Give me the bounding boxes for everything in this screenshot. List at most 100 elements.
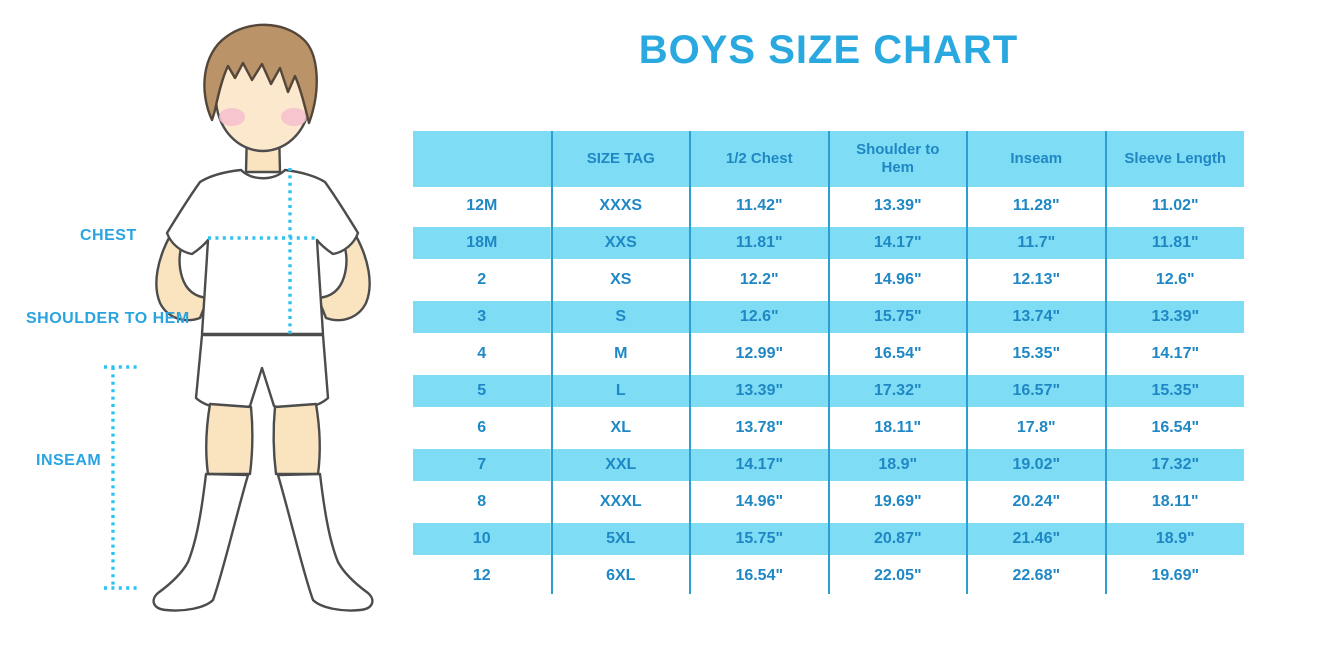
table-cell: 15.75" xyxy=(827,298,967,335)
table-cell: XXS xyxy=(550,224,690,261)
table-row: 12 6XL 16.54" 22.05" 22.68" 19.69" xyxy=(413,557,1244,594)
table-cell: 13.74" xyxy=(966,298,1106,335)
table-cell: 16.54" xyxy=(689,557,829,594)
table-cell: 12.2" xyxy=(689,261,829,298)
table-cell: 11.81" xyxy=(1104,224,1244,261)
table-cell: 16.57" xyxy=(966,372,1106,409)
table-cell: 15.35" xyxy=(966,335,1106,372)
table-cell: 12 xyxy=(472,566,491,584)
chest-label: CHEST xyxy=(80,227,137,244)
table-row: 7 XXL 14.17" 18.9" 19.02" 17.32" xyxy=(413,446,1244,483)
table-cell: 15.35" xyxy=(1104,372,1244,409)
table-cell: 8 xyxy=(477,492,487,510)
column-header: Shoulder to Hem xyxy=(827,131,967,187)
table-cell: 11.02" xyxy=(1104,187,1244,224)
size-table: SIZE TAG 1/2 Chest Shoulder to Hem Inseam Sl… xyxy=(413,131,1244,594)
table-row: 2 XS 12.2" 14.96" 12.13" 12.6" xyxy=(413,261,1244,298)
table-cell: 19.69" xyxy=(827,483,967,520)
table-row: 3 S 12.6" 15.75" 13.74" 13.39" xyxy=(413,298,1244,335)
table-cell: XXL xyxy=(550,446,690,483)
column-header: 1/2 Chest xyxy=(689,131,829,187)
boy-shorts xyxy=(194,333,330,411)
table-cell: 2 xyxy=(477,270,487,288)
table-cell: 13.39" xyxy=(1104,298,1244,335)
table-row: 18M XXS 11.81" 14.17" 11.7" 11.81" xyxy=(413,224,1244,261)
boy-sock-left xyxy=(152,472,250,612)
table-cell: 11.28" xyxy=(966,187,1106,224)
table-cell: 15.75" xyxy=(689,520,829,557)
table-cell: 20.24" xyxy=(966,483,1106,520)
table-cell: 14.17" xyxy=(827,224,967,261)
table-cell: XXXL xyxy=(550,483,690,520)
table-cell: 13.39" xyxy=(689,372,829,409)
table-row: 10 5XL 15.75" 20.87" 21.46" 18.9" xyxy=(413,520,1244,557)
table-cell: 12.6" xyxy=(1104,261,1244,298)
shoulder-to-hem-label: SHOULDER TO HEM xyxy=(26,310,190,327)
table-row: 8 XXXL 14.96" 19.69" 20.24" 18.11" xyxy=(413,483,1244,520)
table-cell: 13.78" xyxy=(689,409,829,446)
table-cell: XS xyxy=(550,261,690,298)
table-cell: 6 xyxy=(477,418,487,436)
table-cell: 18.11" xyxy=(827,409,967,446)
table-cell: 20.87" xyxy=(827,520,967,557)
boy-leg-left xyxy=(205,402,254,476)
table-cell: 21.46" xyxy=(966,520,1106,557)
table-cell: 5XL xyxy=(550,520,690,557)
table-cell: 17.32" xyxy=(1104,446,1244,483)
table-cell: 11.81" xyxy=(689,224,829,261)
boy-cheek-right xyxy=(281,108,307,126)
boy-illustration xyxy=(104,23,374,612)
table-row: 6 XL 13.78" 18.11" 17.8" 16.54" xyxy=(413,409,1244,446)
table-cell: 22.68" xyxy=(966,557,1106,594)
table-cell: XXXS xyxy=(550,187,690,224)
table-cell: 17.8" xyxy=(966,409,1106,446)
table-cell: 18.9" xyxy=(1104,520,1244,557)
table-cell: 18.9" xyxy=(827,446,967,483)
table-cell: 5 xyxy=(413,372,552,409)
table-cell: 19.69" xyxy=(1104,557,1244,594)
column-header: Sleeve Length xyxy=(1104,131,1244,187)
table-cell: L xyxy=(550,372,690,409)
table-cell: 16.54" xyxy=(1104,409,1244,446)
table-cell: 18M xyxy=(413,224,552,261)
table-row: 5 L 13.39" 17.32" 16.57" 15.35" xyxy=(413,372,1244,409)
boy-leg-right xyxy=(272,402,321,476)
table-cell: 12M xyxy=(466,196,498,214)
table-cell: 19.02" xyxy=(966,446,1106,483)
table-cell: M xyxy=(550,335,690,372)
inseam-label: INSEAM xyxy=(36,452,102,469)
table-cell: S xyxy=(550,298,690,335)
header-row: SIZE TAG 1/2 Chest Shoulder to Hem Inseam Sl… xyxy=(413,131,1244,187)
boy-cheek-left xyxy=(219,108,245,126)
table-row: 12M XXXS 11.42" 13.39" 11.28" 11.02" xyxy=(413,187,1244,224)
table-cell: 12.6" xyxy=(689,298,829,335)
table-cell: 18.11" xyxy=(1104,483,1244,520)
table-cell: 13.39" xyxy=(827,187,967,224)
column-header xyxy=(413,131,552,187)
table-cell: 11.42" xyxy=(689,187,829,224)
table-cell: 3 xyxy=(413,298,552,335)
table-cell: 22.05" xyxy=(827,557,967,594)
table-row: 4 M 12.99" 16.54" 15.35" 14.17" xyxy=(413,335,1244,372)
table-cell: 10 xyxy=(413,520,552,557)
table-cell: 17.32" xyxy=(827,372,967,409)
table-cell: 11.7" xyxy=(966,224,1106,261)
page-title: BOYS SIZE CHART xyxy=(638,28,1019,72)
size-table-container: SIZE TAG 1/2 Chest Shoulder to Hem Inseam Sl… xyxy=(413,131,1244,594)
table-cell: 14.96" xyxy=(827,261,967,298)
table-cell: 4 xyxy=(477,344,487,362)
table-cell: XL xyxy=(550,409,690,446)
table-cell: 12.99" xyxy=(689,335,829,372)
column-header: SIZE TAG xyxy=(550,131,690,187)
boy-hair xyxy=(203,23,318,125)
table-cell: 14.96" xyxy=(689,483,829,520)
table-cell: 16.54" xyxy=(827,335,967,372)
table-cell: 14.17" xyxy=(1104,335,1244,372)
table-cell: 6XL xyxy=(550,557,690,594)
table-cell: 12.13" xyxy=(966,261,1106,298)
column-header: Inseam xyxy=(966,131,1106,187)
boy-tshirt xyxy=(165,168,360,336)
table-cell: 14.17" xyxy=(689,446,829,483)
boy-sock-right xyxy=(276,472,374,612)
